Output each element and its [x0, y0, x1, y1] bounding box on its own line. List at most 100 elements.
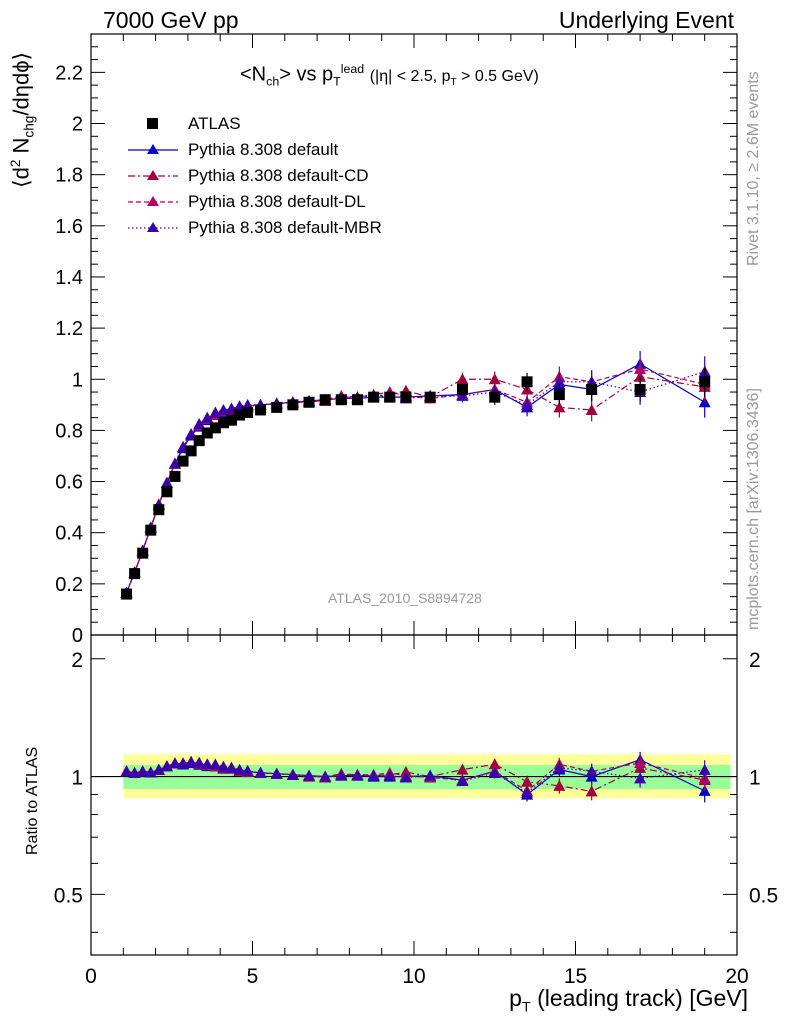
ratio-point — [201, 758, 214, 770]
ratio-point — [241, 764, 254, 776]
ratio-point — [193, 756, 206, 768]
data-point — [489, 391, 501, 403]
ratio-point — [585, 765, 598, 777]
data-point — [335, 394, 347, 406]
ratio-point — [399, 771, 412, 783]
ratio-point — [383, 769, 396, 781]
legend-marker-pythia-dl — [128, 196, 178, 206]
x-tick-label: 10 — [402, 965, 425, 988]
legend-label: Pythia 8.308 default — [188, 140, 339, 159]
data-point — [521, 376, 533, 388]
x-axis-label: pT (leading track) [GeV] — [509, 985, 748, 1016]
analysis-id-label: ATLAS_2010_S8894728 — [328, 590, 482, 606]
mc-point — [456, 373, 469, 385]
data-point — [209, 422, 221, 434]
ratio-point — [217, 760, 230, 772]
data-point — [137, 547, 149, 559]
ratio-point — [367, 769, 380, 781]
legend-item-pythia-mbr: Pythia 8.308 default-MBR — [124, 216, 424, 242]
y-tick-label: 0 — [72, 625, 83, 647]
data-point — [384, 391, 396, 403]
ratio-point — [152, 763, 165, 775]
data-point — [400, 391, 412, 403]
ratio-point — [521, 775, 534, 787]
ratio-point — [634, 756, 647, 768]
y-tick-label: 1.4 — [55, 267, 83, 289]
y-axis-label-main: ⟨d2 Nchg/dηdϕ⟩ — [8, 51, 37, 188]
ratio-point — [168, 757, 181, 769]
mc-point — [634, 363, 647, 375]
series-pythia-8-308-default-cd — [120, 363, 711, 598]
series-line — [125, 363, 706, 594]
data-point — [553, 389, 565, 401]
x-tick-label: 15 — [564, 965, 587, 988]
series-pythia-8-308-default-dl — [120, 356, 711, 598]
y-tick-label: 0.2 — [55, 574, 83, 596]
y-tick-label: 0.8 — [55, 420, 83, 442]
mc-point — [201, 411, 214, 423]
ratio-point — [286, 768, 299, 780]
y-tick-label: 1.8 — [55, 165, 83, 187]
ratio-point — [335, 769, 348, 781]
ratio-point — [233, 763, 246, 775]
data-point — [226, 414, 238, 426]
y-tick-label: 0.4 — [55, 523, 83, 545]
data-point — [368, 391, 380, 403]
ratio-y-tick-label: 2 — [71, 649, 83, 672]
y-tick-label: 1 — [72, 369, 83, 391]
y-tick-label: 0.6 — [55, 472, 83, 494]
data-point — [234, 409, 246, 421]
data-point — [586, 383, 598, 395]
mc-point — [521, 398, 534, 410]
legend-label: ATLAS — [188, 114, 241, 133]
data-point — [145, 524, 157, 536]
rivet-version-label: Rivet 3.1.10, ≥ 2.6M events — [745, 71, 762, 266]
ratio-point — [225, 761, 238, 773]
ratio-point — [553, 761, 566, 773]
data-point — [351, 394, 363, 406]
data-point — [169, 470, 181, 482]
legend-item-pythia-cd: Pythia 8.308 default-CD — [124, 164, 424, 190]
series-line — [125, 368, 705, 594]
ratio-line — [126, 761, 705, 794]
ratio-point — [553, 779, 566, 791]
y-axis-label-ratio: Ratio to ATLAS — [24, 746, 41, 855]
data-point — [424, 391, 436, 403]
legend-label: Pythia 8.308 default-MBR — [188, 218, 382, 237]
legend-marker-pythia-cd — [128, 170, 178, 180]
series-line — [125, 371, 705, 594]
data-point — [456, 383, 468, 395]
data-point — [217, 417, 229, 429]
ratio-point — [160, 760, 173, 772]
ratio-y-tick-label: 0.5 — [54, 884, 83, 907]
ratio-point — [424, 769, 437, 781]
data-point — [634, 383, 646, 395]
data-point — [193, 435, 205, 447]
ratio-y-tick-label: 1 — [71, 767, 83, 790]
data-point — [129, 568, 141, 580]
ratio-point — [488, 766, 501, 778]
mc-point — [553, 401, 566, 413]
ratio-point — [351, 769, 364, 781]
y-tick-label: 2 — [72, 114, 83, 136]
mc-point — [488, 373, 501, 385]
series-pythia-8-308-default — [120, 351, 711, 598]
legend-item-atlas: ATLAS — [124, 112, 424, 138]
ratio-y-tick-label-right: 0.5 — [749, 884, 778, 907]
ratio-y-tick-label-right: 1 — [749, 767, 761, 790]
legend-label: Pythia 8.308 default-CD — [188, 166, 369, 185]
legend-label: Pythia 8.308 default-DL — [188, 192, 366, 211]
ratio-point — [254, 766, 267, 778]
legend-marker-pythia-default — [128, 144, 178, 154]
legend: ATLAS Pythia 8.308 default Pythia 8.308 … — [124, 112, 424, 242]
mc-point — [193, 418, 206, 430]
header-left-label: 7000 GeV pp — [103, 7, 239, 33]
data-point — [255, 404, 267, 416]
mc-point — [585, 403, 598, 415]
legend-marker-pythia-mbr — [128, 222, 178, 232]
ratio-point — [120, 765, 133, 777]
ratio-point — [456, 775, 469, 787]
data-point — [271, 401, 283, 413]
legend-marker-atlas — [147, 118, 158, 129]
